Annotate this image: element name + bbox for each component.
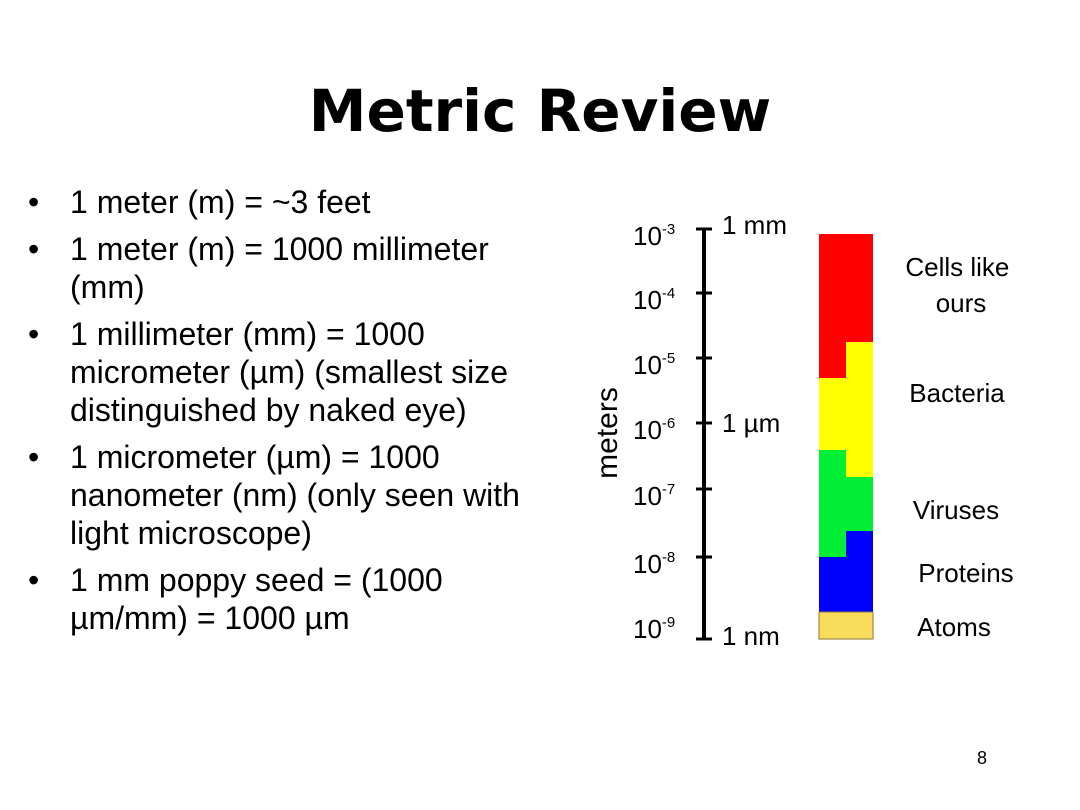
unit-label-mm: 1 mm — [722, 210, 787, 240]
viruses-range-block — [819, 450, 873, 557]
bacteria-label: Bacteria — [909, 378, 1005, 408]
atoms-label: Atoms — [917, 612, 991, 642]
tick-label: 10-6 — [633, 415, 675, 445]
tick-label: 10-3 — [633, 221, 675, 251]
proteins-range-block — [819, 531, 873, 612]
tick-label: 10-4 — [633, 285, 675, 315]
unit-label-um: 1 µm — [722, 408, 780, 438]
bullet-item: 1 micrometer (µm) = 1000 nanometer (nm) … — [28, 438, 548, 552]
viruses-label: Viruses — [913, 495, 999, 525]
cells-range-block — [819, 234, 873, 378]
bullet-list: 1 meter (m) = ~3 feet 1 meter (m) = 1000… — [28, 183, 548, 646]
cells-label: Cells like ours — [905, 252, 1016, 318]
bullet-item: 1 millimeter (mm) = 1000 micrometer (µm)… — [28, 315, 548, 429]
tick-label: 10-9 — [633, 614, 675, 644]
atoms-range-block — [818, 611, 874, 640]
tick-label: 10-7 — [633, 481, 675, 511]
bullet-item: 1 meter (m) = 1000 millimeter (mm) — [28, 230, 548, 306]
tick-label: 10-8 — [633, 549, 675, 579]
bullet-item: 1 meter (m) = ~3 feet — [28, 183, 548, 221]
page-number: 8 — [976, 748, 987, 768]
bacteria-range-block — [819, 342, 873, 477]
axis-label: meters — [591, 387, 624, 479]
proteins-label: Proteins — [918, 558, 1013, 588]
unit-label-nm: 1 nm — [722, 621, 780, 651]
bullet-item: 1 mm poppy seed = (1000 µm/mm) = 1000 µm — [28, 561, 548, 637]
tick-label: 10-5 — [633, 350, 675, 380]
slide-title: Metric Review — [308, 77, 772, 145]
